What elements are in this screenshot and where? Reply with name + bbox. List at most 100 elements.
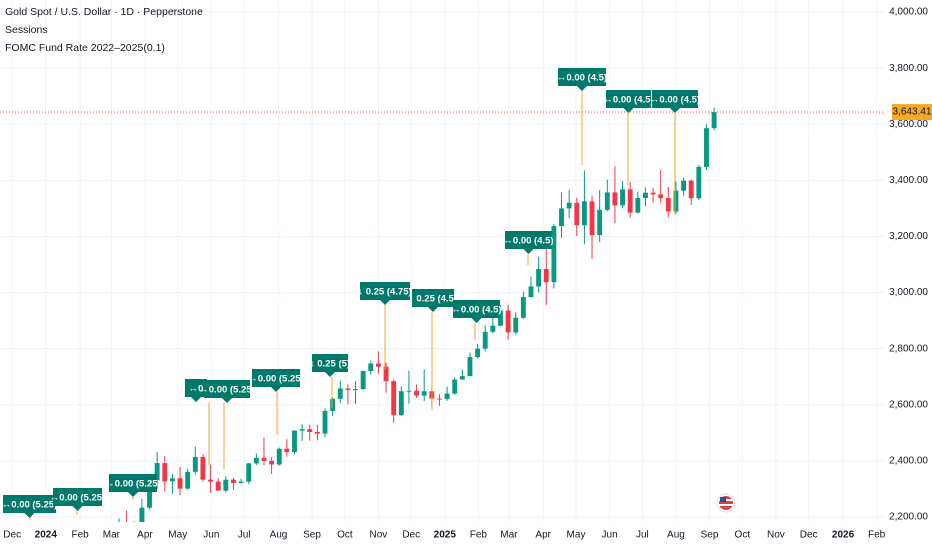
x-tick-label: Nov bbox=[370, 530, 388, 541]
candle-body bbox=[383, 366, 389, 382]
candle-body bbox=[299, 429, 305, 431]
candle-body bbox=[673, 190, 679, 212]
candle-body bbox=[314, 431, 320, 434]
candle-body bbox=[192, 456, 198, 472]
candle-body bbox=[536, 268, 542, 287]
annotation-box bbox=[53, 488, 102, 511]
candle-body bbox=[604, 192, 610, 210]
x-tick-label: Sep bbox=[701, 530, 719, 541]
candle-body bbox=[360, 371, 366, 390]
candle-body bbox=[581, 201, 587, 226]
candle-body bbox=[276, 448, 282, 465]
candle-body bbox=[238, 481, 244, 484]
last-price-label: 3,643.41 bbox=[893, 107, 932, 118]
annotation-label: ↓ 0.25 (4.5) bbox=[409, 294, 457, 305]
candle-body bbox=[658, 194, 664, 199]
candle-body bbox=[307, 429, 313, 432]
annotation-box bbox=[453, 300, 500, 323]
x-tick-label: Apr bbox=[137, 530, 153, 541]
candle-body bbox=[162, 463, 168, 482]
annotation-box bbox=[652, 90, 698, 113]
annotation-box bbox=[412, 289, 454, 312]
candle-body bbox=[467, 357, 473, 377]
annotation-label: ↔0.00 (5.25) bbox=[105, 479, 160, 490]
candle-body bbox=[642, 192, 648, 199]
candle-body bbox=[635, 198, 641, 213]
x-tick-label: May bbox=[567, 530, 586, 541]
x-tick-label: Jul bbox=[238, 530, 251, 541]
candle-body bbox=[421, 391, 427, 396]
candle-body bbox=[223, 479, 229, 491]
y-tick-label: 3,000.00 bbox=[889, 287, 928, 298]
candle-body bbox=[475, 348, 481, 358]
candle-body bbox=[444, 393, 450, 399]
candle-body bbox=[627, 189, 633, 213]
candle-body bbox=[253, 457, 259, 464]
annotation-label: ↔0.00 (4.5) bbox=[557, 73, 607, 84]
annotation-box bbox=[3, 495, 56, 518]
annotation-box bbox=[204, 380, 250, 403]
candle-body bbox=[330, 398, 336, 411]
annotation-label: ↔0.00 (4.5) bbox=[603, 95, 653, 106]
annotation-box bbox=[312, 354, 348, 377]
candle-body bbox=[620, 189, 625, 206]
x-tick-label: Oct bbox=[735, 530, 751, 541]
annotation-label: ↔0.00 (5.25) bbox=[2, 500, 57, 511]
annotation-label: ↔0.00 (4.5) bbox=[451, 305, 501, 316]
candle-body bbox=[612, 192, 618, 206]
candle-body bbox=[559, 208, 564, 227]
annotation-box bbox=[606, 90, 651, 113]
candle-body bbox=[452, 379, 458, 394]
candle-body bbox=[704, 128, 709, 167]
candle-body bbox=[482, 331, 488, 349]
y-tick-label: 4,000.00 bbox=[889, 7, 928, 18]
candle-body bbox=[337, 388, 343, 399]
candle-body bbox=[200, 456, 206, 480]
indicator-label: Sessions bbox=[5, 24, 48, 36]
candle-body bbox=[261, 457, 267, 461]
candle-body bbox=[368, 363, 374, 372]
candle-body bbox=[292, 430, 297, 453]
annotation-box bbox=[360, 282, 410, 305]
candle-body bbox=[398, 391, 404, 416]
candle-body bbox=[246, 463, 252, 482]
candle-body bbox=[696, 166, 702, 199]
annotation-box bbox=[185, 379, 207, 402]
candle-body bbox=[139, 507, 145, 522]
flag-icon bbox=[716, 493, 736, 513]
x-tick-label: Mar bbox=[103, 530, 121, 541]
annotation-label: ↔0.00 (4.5) bbox=[650, 95, 700, 106]
candle-body bbox=[566, 202, 572, 209]
candle-body bbox=[513, 317, 519, 333]
x-tick-label: Dec bbox=[800, 530, 818, 541]
x-tick-label: Dec bbox=[402, 530, 420, 541]
candle-body bbox=[650, 192, 656, 195]
candle-body bbox=[505, 310, 511, 333]
candle-body bbox=[551, 226, 557, 283]
candle-body bbox=[681, 180, 687, 191]
candle-body bbox=[177, 478, 183, 489]
annotation-label: ↔0 bbox=[189, 384, 204, 395]
x-tick-label: Nov bbox=[767, 530, 785, 541]
x-tick-label: 2025 bbox=[434, 530, 457, 541]
candle-body bbox=[375, 363, 381, 367]
y-tick-label: 2,800.00 bbox=[889, 343, 928, 354]
y-tick-label: 2,400.00 bbox=[889, 455, 928, 466]
x-tick-label: 2026 bbox=[832, 530, 855, 541]
x-tick-label: Apr bbox=[535, 530, 551, 541]
x-tick-label: Jun bbox=[203, 530, 219, 541]
candle-body bbox=[711, 112, 717, 129]
x-tick-label: Jun bbox=[602, 530, 618, 541]
candle-body bbox=[185, 471, 191, 489]
x-tick-label: Oct bbox=[337, 530, 353, 541]
candle-body bbox=[353, 389, 358, 391]
candle-body bbox=[589, 201, 595, 236]
annotation-label: ↔0.00 (5.25) bbox=[199, 385, 254, 396]
candle-body bbox=[215, 481, 221, 491]
candle-body bbox=[391, 381, 397, 416]
candle-body bbox=[459, 376, 465, 380]
y-tick-label: 3,800.00 bbox=[889, 63, 928, 74]
y-tick-label: 3,600.00 bbox=[889, 119, 928, 130]
candle-body bbox=[490, 325, 496, 332]
chart-title: Gold Spot / U.S. Dollar · 1D · Peppersto… bbox=[5, 6, 203, 18]
